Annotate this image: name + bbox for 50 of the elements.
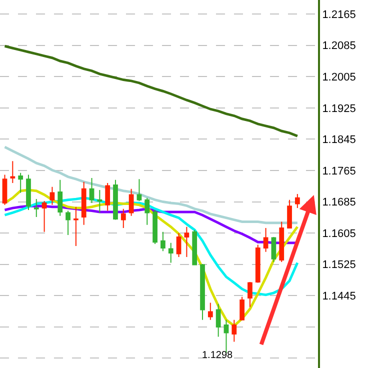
candlestick xyxy=(128,188,134,216)
candlestick xyxy=(248,281,252,308)
candlestick xyxy=(287,199,292,228)
y-tick-label: 1.2085 xyxy=(322,40,356,52)
candlestick xyxy=(120,208,126,228)
y-tick-label: 1.1765 xyxy=(322,165,356,178)
candlestick xyxy=(18,172,24,194)
candlestick xyxy=(216,303,221,338)
candlestick xyxy=(208,302,213,320)
y-tick-label: 1.1605 xyxy=(322,228,356,240)
y-tick-label: 1.1525 xyxy=(322,259,356,272)
y-tick-label: 1.1445 xyxy=(322,290,356,302)
candlestick xyxy=(42,200,47,232)
candlestick xyxy=(240,296,244,320)
y-tick-label: 1.1925 xyxy=(322,102,356,115)
candlestick xyxy=(168,242,174,264)
y-tick-label: 1.1685 xyxy=(322,196,356,209)
candlestick xyxy=(144,197,150,226)
candlestick xyxy=(152,210,158,245)
candlestick xyxy=(232,319,237,342)
candlestick xyxy=(184,226,190,258)
candlestick xyxy=(66,210,70,236)
candlestick xyxy=(26,174,31,211)
candlestick xyxy=(294,193,300,209)
y-tick-label: 1.1845 xyxy=(322,134,356,146)
y-tick-label: 1.2005 xyxy=(322,72,356,84)
candlestick xyxy=(279,221,284,263)
line-series xyxy=(4,146,299,224)
candlestick xyxy=(81,181,86,226)
candlestick xyxy=(89,177,94,204)
y-tick-label: 1.2165 xyxy=(322,8,356,21)
candlestick xyxy=(2,174,8,206)
candlestick xyxy=(58,179,63,216)
candlestick xyxy=(200,263,205,320)
candlestick xyxy=(271,236,276,263)
candlestick xyxy=(136,178,142,202)
annotation: 1.1298 xyxy=(202,350,234,361)
candlestick xyxy=(263,228,268,252)
candlestick xyxy=(97,190,102,214)
candlestick xyxy=(74,206,78,246)
candlestick xyxy=(113,179,118,220)
line-series xyxy=(4,44,299,138)
candlestick xyxy=(34,198,39,218)
candlestick xyxy=(10,160,16,184)
candlestick xyxy=(50,186,55,206)
candlestick xyxy=(255,244,260,284)
candlestick xyxy=(160,231,166,252)
candlestick xyxy=(105,182,110,212)
candlestick xyxy=(176,232,182,258)
candlestick xyxy=(192,229,198,266)
